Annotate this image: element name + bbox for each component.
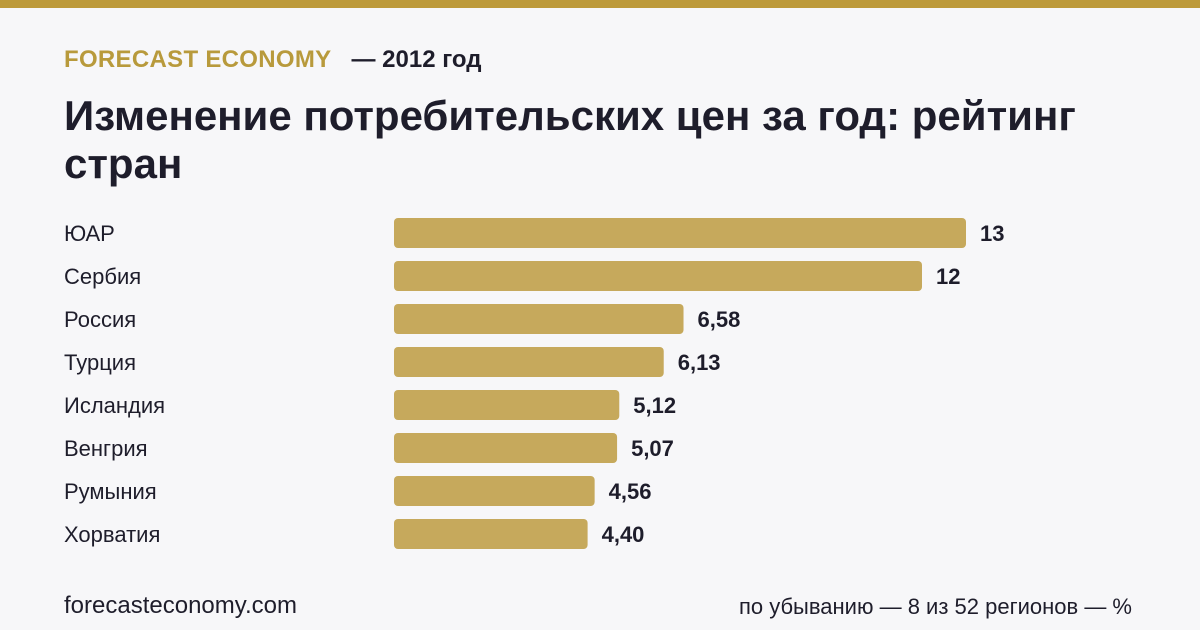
category-label: Венгрия [64,436,148,461]
footer-note: по убыванию — 8 из 52 регионов — % [738,594,1132,619]
bar [394,390,620,420]
value-label: 4,56 [609,479,652,504]
bar [394,433,618,463]
bar [394,476,595,506]
value-label: 4,40 [602,522,645,547]
category-label: Турция [64,350,136,375]
category-label: Румыния [64,479,157,504]
value-label: 5,07 [631,436,674,461]
site-url[interactable]: forecasteconomy.com [64,592,297,619]
bar [394,519,588,549]
bar [394,261,922,291]
value-label: 6,13 [678,350,721,375]
chart-title: Изменение потребительских цен за год: ре… [64,92,1076,187]
year-label: — 2012 год [351,46,482,73]
category-label: Сербия [64,264,141,289]
category-label: Хорватия [64,522,160,547]
value-label: 12 [936,264,960,289]
bar [394,218,966,248]
value-label: 6,58 [698,307,741,332]
brand-name: FORECAST ECONOMY [64,46,332,73]
category-label: Россия [64,307,136,332]
bar [394,347,664,377]
value-label: 13 [980,221,1004,246]
value-label: 5,12 [633,393,676,418]
bar [394,304,684,334]
brand-row: FORECAST ECONOMY — 2012 год [64,46,481,74]
top-accent-bar [0,0,1200,8]
category-label: ЮАР [64,221,115,246]
category-label: Исландия [64,393,165,418]
